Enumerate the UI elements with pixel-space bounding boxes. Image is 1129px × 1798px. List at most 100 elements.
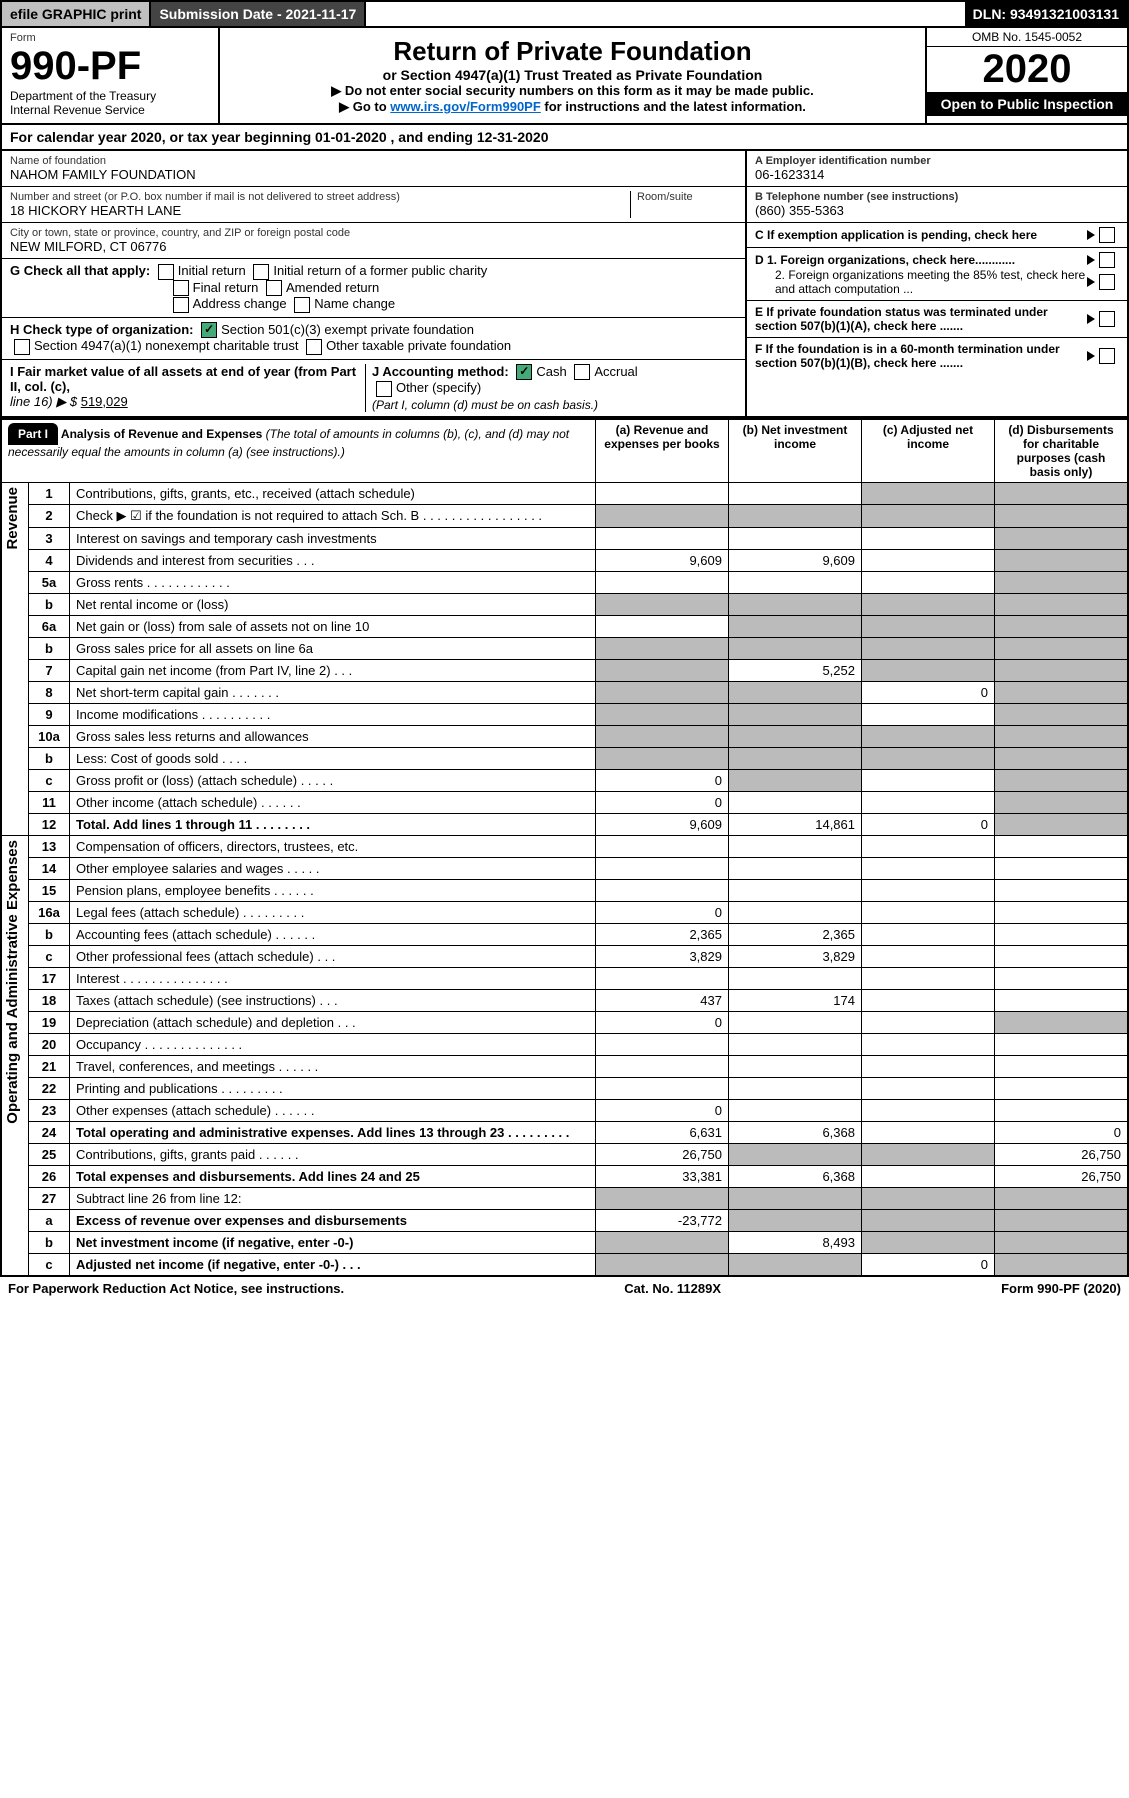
cb-foreign-org[interactable] (1099, 252, 1115, 268)
cb-status-terminated[interactable] (1099, 311, 1115, 327)
part1-label: Part I (8, 423, 58, 445)
line-description: Interest on savings and temporary cash i… (70, 527, 596, 549)
cell-col-c (862, 549, 995, 571)
form-subtitle: or Section 4947(a)(1) Trust Treated as P… (228, 67, 917, 83)
cb-cash[interactable] (516, 364, 532, 380)
table-row: 25Contributions, gifts, grants paid . . … (1, 1143, 1128, 1165)
cb-501c3[interactable] (201, 322, 217, 338)
line-description: Gross sales less returns and allowances (70, 725, 596, 747)
cell-col-d (995, 945, 1129, 967)
cell-col-a: 3,829 (596, 945, 729, 967)
table-row: bNet rental income or (loss) (1, 593, 1128, 615)
line-description: Total expenses and disbursements. Add li… (70, 1165, 596, 1187)
period-pre: For calendar year 2020, or tax year begi… (10, 129, 315, 145)
line-number: 15 (29, 879, 70, 901)
cb-address-change[interactable] (173, 297, 189, 313)
cb-foreign-85[interactable] (1099, 274, 1115, 290)
line-description: Check ▶ ☑ if the foundation is not requi… (70, 504, 596, 527)
cell-col-d (995, 1231, 1129, 1253)
cell-col-a (596, 615, 729, 637)
line-number: 21 (29, 1055, 70, 1077)
cb-accrual[interactable] (574, 364, 590, 380)
cell-col-b (729, 527, 862, 549)
opt-final: Final return (193, 280, 259, 295)
table-row: 6aNet gain or (loss) from sale of assets… (1, 615, 1128, 637)
line-number: 9 (29, 703, 70, 725)
cell-col-a (596, 593, 729, 615)
table-row: bAccounting fees (attach schedule) . . .… (1, 923, 1128, 945)
note2-pre: ▶ Go to (339, 99, 390, 114)
line-description: Less: Cost of goods sold . . . . (70, 747, 596, 769)
cb-4947[interactable] (14, 339, 30, 355)
cell-col-b (729, 1011, 862, 1033)
side-revenue: Revenue (1, 482, 29, 835)
line-number: 4 (29, 549, 70, 571)
f-label: F If the foundation is in a 60-month ter… (755, 342, 1087, 370)
cell-col-d (995, 659, 1129, 681)
cell-col-d (995, 615, 1129, 637)
line-description: Other income (attach schedule) . . . . .… (70, 791, 596, 813)
cb-initial-former[interactable] (253, 264, 269, 280)
cb-other-method[interactable] (376, 381, 392, 397)
table-row: Operating and Administrative Expenses13C… (1, 835, 1128, 857)
form-instructions-link[interactable]: www.irs.gov/Form990PF (390, 99, 541, 114)
line-description: Adjusted net income (if negative, enter … (70, 1253, 596, 1276)
opt-other-method: Other (specify) (396, 380, 481, 395)
cell-col-c (862, 527, 995, 549)
col-c-header: (c) Adjusted net income (862, 419, 995, 483)
cell-col-b: 3,829 (729, 945, 862, 967)
cell-col-a: 0 (596, 791, 729, 813)
cell-col-a: 26,750 (596, 1143, 729, 1165)
table-row: 21Travel, conferences, and meetings . . … (1, 1055, 1128, 1077)
cell-col-a (596, 681, 729, 703)
line-number: b (29, 747, 70, 769)
line-description: Legal fees (attach schedule) . . . . . .… (70, 901, 596, 923)
footer-mid: Cat. No. 11289X (624, 1281, 721, 1296)
cell-col-a (596, 725, 729, 747)
cell-col-c: 0 (862, 681, 995, 703)
cell-col-a (596, 703, 729, 725)
cb-exemption-pending[interactable] (1099, 227, 1115, 243)
city-state-zip: NEW MILFORD, CT 06776 (10, 239, 737, 254)
table-row: 5aGross rents . . . . . . . . . . . . (1, 571, 1128, 593)
cb-other-taxable[interactable] (306, 339, 322, 355)
cell-col-d (995, 769, 1129, 791)
cell-col-c (862, 1099, 995, 1121)
table-row: 11Other income (attach schedule) . . . .… (1, 791, 1128, 813)
cell-col-c (862, 703, 995, 725)
cell-col-a: 9,609 (596, 549, 729, 571)
line-description: Income modifications . . . . . . . . . . (70, 703, 596, 725)
cb-final-return[interactable] (173, 280, 189, 296)
cb-initial-return[interactable] (158, 264, 174, 280)
line-description: Capital gain net income (from Part IV, l… (70, 659, 596, 681)
cell-col-d (995, 681, 1129, 703)
table-row: 3Interest on savings and temporary cash … (1, 527, 1128, 549)
cell-col-d (995, 527, 1129, 549)
table-row: 26Total expenses and disbursements. Add … (1, 1165, 1128, 1187)
cell-col-d (995, 504, 1129, 527)
opt-cash: Cash (536, 364, 566, 379)
cell-col-c (862, 637, 995, 659)
table-row: 12Total. Add lines 1 through 11 . . . . … (1, 813, 1128, 835)
side-expenses: Operating and Administrative Expenses (1, 835, 29, 1276)
cell-col-c (862, 1055, 995, 1077)
name-label: Name of foundation (10, 155, 737, 167)
table-row: 14Other employee salaries and wages . . … (1, 857, 1128, 879)
cell-col-b (729, 1253, 862, 1276)
d2-label: 2. Foreign organizations meeting the 85%… (755, 268, 1087, 296)
line-number: c (29, 1253, 70, 1276)
opt-4947: Section 4947(a)(1) nonexempt charitable … (34, 338, 298, 353)
cell-col-b (729, 681, 862, 703)
cell-col-d (995, 1033, 1129, 1055)
cb-name-change[interactable] (294, 297, 310, 313)
cell-col-b (729, 593, 862, 615)
opt-501c3: Section 501(c)(3) exempt private foundat… (221, 322, 474, 337)
cell-col-a: 0 (596, 901, 729, 923)
line-number: 1 (29, 482, 70, 504)
cell-col-d (995, 703, 1129, 725)
arrow-icon (1087, 314, 1095, 324)
cb-60-month[interactable] (1099, 348, 1115, 364)
cb-amended[interactable] (266, 280, 282, 296)
cell-col-d (995, 1011, 1129, 1033)
opt-accrual: Accrual (594, 364, 637, 379)
